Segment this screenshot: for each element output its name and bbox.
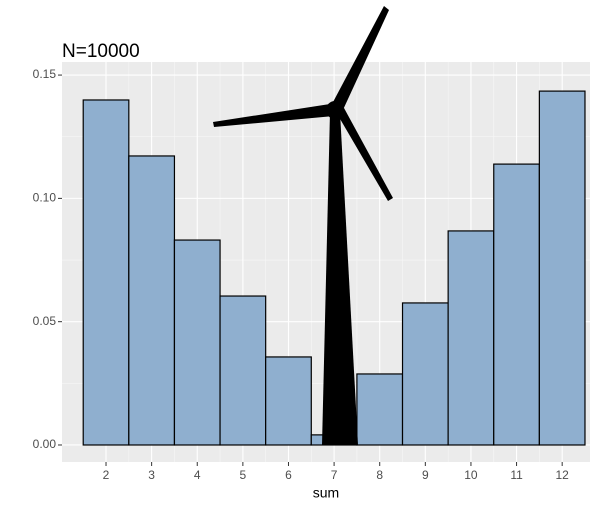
- x-tick-label: 12: [555, 468, 569, 482]
- y-tick-label: 0.10: [33, 191, 57, 205]
- windmill-tower: [322, 112, 358, 445]
- y-tick-label: 0.15: [33, 67, 57, 81]
- y-tick-label: 0.00: [33, 437, 57, 451]
- windmill: [213, 6, 393, 445]
- bar: [493, 163, 540, 446]
- bar: [82, 99, 130, 446]
- x-tick-label: 9: [422, 468, 429, 482]
- bar: [401, 302, 449, 446]
- bar: [173, 239, 221, 446]
- bar: [265, 356, 312, 446]
- x-tick-label: 11: [510, 468, 523, 482]
- x-tick-label: 8: [376, 468, 383, 482]
- bar: [538, 90, 586, 446]
- x-tick-label: 6: [285, 468, 292, 482]
- x-axis-label: sum: [313, 485, 339, 501]
- windmill-blade: [332, 6, 389, 112]
- plot-layer: [62, 62, 590, 462]
- x-tick-label: 7: [331, 468, 338, 482]
- windmill-blade: [213, 104, 334, 127]
- x-tick-label: 2: [103, 468, 110, 482]
- x-tick-label: 3: [148, 468, 155, 482]
- windmill-blade: [336, 108, 393, 201]
- bar: [447, 230, 495, 446]
- bar: [356, 373, 404, 446]
- x-tick-label: 4: [194, 468, 201, 482]
- bar: [219, 295, 267, 446]
- x-tick-label: 5: [240, 468, 247, 482]
- chart-title: N=10000: [62, 41, 140, 62]
- x-tick-label: 10: [464, 468, 478, 482]
- windmill-hub: [326, 101, 344, 119]
- bar: [128, 155, 176, 446]
- y-tick-label: 0.05: [33, 314, 57, 328]
